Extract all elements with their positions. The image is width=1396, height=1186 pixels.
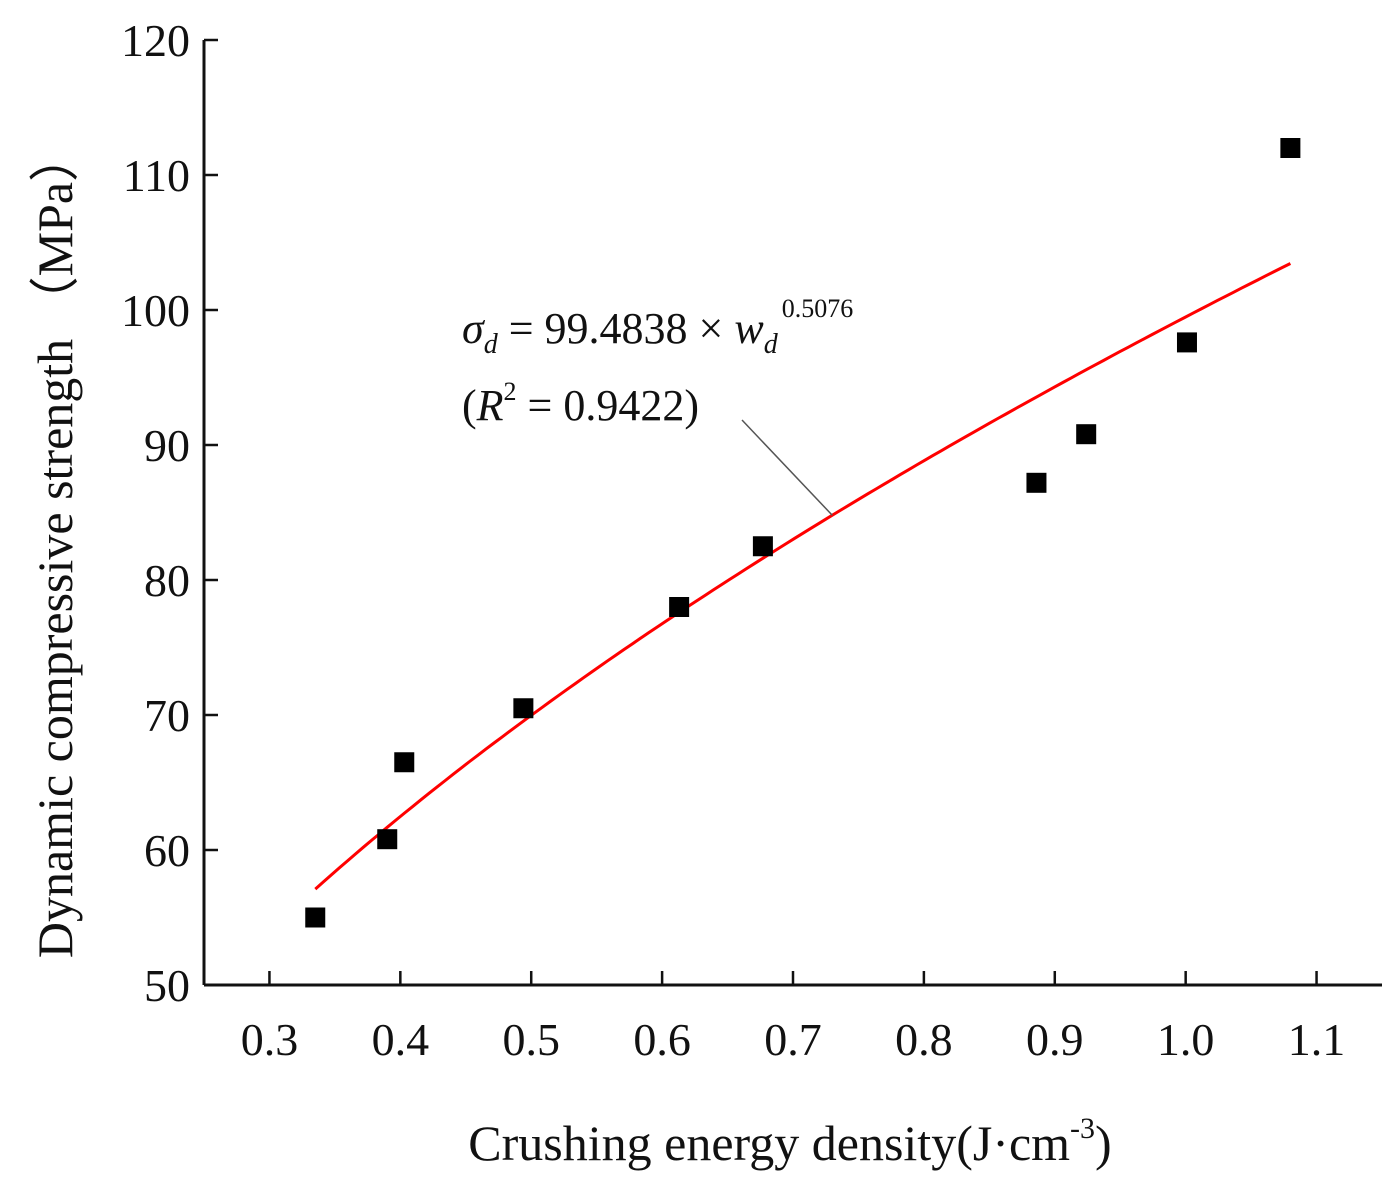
annotation-pointer (741, 419, 833, 516)
x-tick-label: 0.7 (764, 1014, 822, 1065)
ticks-layer (204, 38, 1318, 987)
data-points (305, 138, 1301, 928)
data-point (513, 698, 534, 719)
y-tick-label: 90 (144, 420, 190, 471)
y-tick-label: 80 (144, 555, 190, 606)
data-point (1176, 332, 1197, 353)
data-point (752, 536, 773, 557)
y-axis-label: Dynamic compressive strength （MPa） (27, 132, 83, 958)
data-point (377, 829, 398, 850)
y-tick-label: 110 (123, 150, 190, 201)
x-tick-label: 0.5 (502, 1014, 560, 1065)
fit-curve (314, 262, 1292, 891)
data-point (305, 907, 326, 928)
r-squared-text: (R2 = 0.9422) (462, 377, 699, 430)
x-tick-label: 1.1 (1288, 1014, 1346, 1065)
y-tick-label: 100 (121, 285, 190, 336)
x-tick-label: 0.4 (372, 1014, 430, 1065)
x-tick-label: 0.6 (633, 1014, 691, 1065)
x-tick-label: 0.9 (1026, 1014, 1084, 1065)
data-point (669, 597, 690, 617)
equation-text: σd = 99.4838 × wd0.5076 (462, 294, 853, 360)
x-tick-label: 0.3 (241, 1014, 299, 1065)
x-tick-label: 0.8 (895, 1014, 953, 1065)
y-tick-label: 50 (144, 960, 190, 1011)
y-tick-labels: 50 60 70 80 90 100 110 120 (121, 15, 190, 1011)
x-tick-labels: 0.3 0.4 0.5 0.6 0.7 0.8 0.9 1.0 1.1 (241, 1014, 1346, 1065)
data-point (1026, 472, 1047, 493)
data-point (1076, 424, 1097, 445)
x-axis-label: Crushing energy density(J·cm-3) (468, 1112, 1111, 1171)
data-point (1280, 138, 1301, 158)
y-tick-label: 70 (144, 690, 190, 741)
x-tick-label: 1.0 (1157, 1014, 1215, 1065)
y-tick-label: 60 (144, 825, 190, 876)
y-tick-label: 120 (121, 15, 190, 66)
data-point (394, 752, 415, 773)
